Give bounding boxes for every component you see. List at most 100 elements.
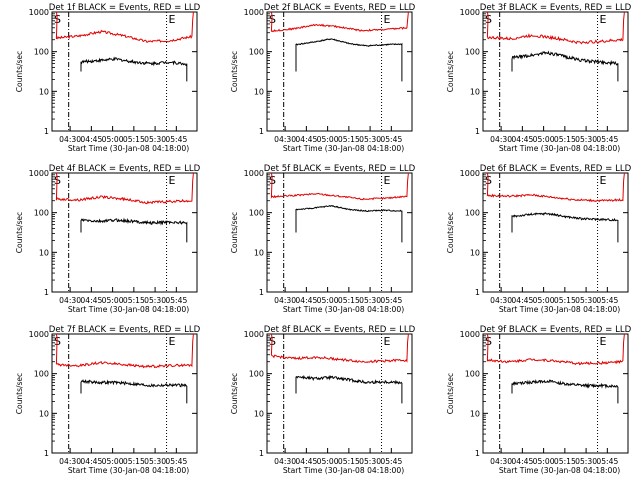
x-tick-label: 05:15 [338, 296, 360, 305]
y-tick-label: 1 [44, 127, 49, 136]
x-tick-label: 05:30 [359, 296, 381, 305]
x-axis-label: Start Time (30-Jan-08 04:18:00) [499, 144, 620, 153]
x-axis-label: Start Time (30-Jan-08 04:18:00) [68, 144, 189, 153]
end-marker-label: E [169, 174, 176, 187]
x-tick-label: 04:45 [511, 457, 533, 466]
end-marker-label: E [169, 13, 176, 26]
x-tick-label: 05:00 [533, 135, 555, 144]
x-tick-label: 05:45 [596, 135, 618, 144]
y-tick-label: 10 [470, 248, 480, 257]
lld-series-line [55, 172, 194, 205]
start-marker-label: S [485, 13, 492, 26]
x-tick-label: 04:30 [59, 135, 81, 144]
y-axis-label: Counts/sec [15, 51, 24, 92]
y-tick-label: 1 [44, 449, 49, 458]
x-tick-label: 05:00 [533, 296, 555, 305]
y-axis-label: Counts/sec [446, 373, 455, 414]
x-tick-label: 05:45 [380, 457, 402, 466]
start-marker-label: S [485, 335, 492, 348]
end-marker-label: E [600, 174, 607, 187]
start-marker-label: S [269, 335, 276, 348]
plot-frame [266, 333, 413, 454]
chart-panel-1: Det 1f BLACK = Events, RED = LLD 1 10 100 10… [15, 3, 201, 153]
lld-series-line [486, 172, 625, 203]
chart-title: Det 1f BLACK = Events, RED = LLD [49, 3, 201, 13]
y-tick-label: 100 [249, 48, 264, 57]
plot-frame [266, 172, 413, 293]
x-tick-label: 04:45 [295, 135, 317, 144]
start-marker-label: S [269, 174, 276, 187]
end-marker-label: E [384, 174, 391, 187]
x-tick-label: 04:45 [295, 296, 317, 305]
x-tick-label: 05:00 [102, 296, 124, 305]
start-marker-label: S [54, 174, 61, 187]
events-series-line [295, 38, 403, 82]
chart-panel-6: Det 6f BLACK = Events, RED = LLD 1 10 100 10… [446, 164, 632, 314]
chart-title: Det 8f BLACK = Events, RED = LLD [264, 325, 416, 335]
x-tick-label: 05:30 [359, 135, 381, 144]
start-marker-label: S [269, 13, 276, 26]
x-tick-label: 04:45 [80, 457, 102, 466]
x-tick-label: 05:30 [144, 457, 166, 466]
chart-panel-7: Det 7f BLACK = Events, RED = LLD 1 10 100 10… [15, 325, 201, 475]
x-tick-label: 05:30 [575, 135, 597, 144]
y-tick-label: 10 [470, 87, 480, 96]
y-axis-label: Counts/sec [15, 373, 24, 414]
lld-series-line [270, 333, 409, 364]
x-tick-label: 05:45 [165, 135, 187, 144]
x-axis-label: Start Time (30-Jan-08 04:18:00) [499, 305, 620, 314]
y-axis-label: Counts/sec [446, 51, 455, 92]
events-series-line [295, 374, 403, 404]
y-tick-label: 1 [475, 288, 480, 297]
chart-title: Det 6f BLACK = Events, RED = LLD [480, 164, 632, 174]
lld-series-line [270, 172, 409, 201]
y-tick-label: 1000 [29, 169, 49, 178]
x-tick-label: 04:45 [80, 296, 102, 305]
x-tick-label: 04:30 [59, 296, 81, 305]
x-tick-label: 05:30 [575, 296, 597, 305]
x-axis-label: Start Time (30-Jan-08 04:18:00) [283, 305, 404, 314]
x-tick-label: 04:30 [274, 457, 296, 466]
chart-panel-5: Det 5f BLACK = Events, RED = LLD 1 10 100 10… [230, 164, 416, 314]
end-marker-label: E [600, 335, 607, 348]
y-tick-label: 100 [34, 370, 49, 379]
end-marker-label: E [600, 13, 607, 26]
lld-series-line [55, 11, 194, 44]
chart-panel-2: Det 2f BLACK = Events, RED = LLD 1 10 100 10… [230, 3, 416, 153]
lld-series-line [55, 333, 194, 369]
chart-title: Det 5f BLACK = Events, RED = LLD [264, 164, 416, 174]
x-tick-label: 05:00 [102, 457, 124, 466]
chart-panel-3: Det 3f BLACK = Events, RED = LLD 1 10 100 10… [446, 3, 632, 153]
x-tick-label: 05:15 [554, 296, 576, 305]
x-tick-label: 04:45 [511, 296, 533, 305]
y-tick-label: 1 [259, 288, 264, 297]
x-tick-label: 04:30 [274, 135, 296, 144]
x-tick-label: 05:30 [575, 457, 597, 466]
events-series-line [80, 56, 188, 82]
x-tick-label: 05:00 [533, 457, 555, 466]
y-tick-label: 1000 [244, 330, 264, 339]
y-tick-label: 1 [259, 127, 264, 136]
x-axis-label: Start Time (30-Jan-08 04:18:00) [499, 466, 620, 475]
y-tick-label: 1 [475, 449, 480, 458]
x-tick-label: 05:45 [596, 457, 618, 466]
x-tick-label: 04:30 [59, 457, 81, 466]
y-tick-label: 10 [39, 87, 49, 96]
x-tick-label: 05:30 [144, 296, 166, 305]
y-tick-label: 1 [259, 449, 264, 458]
x-tick-label: 04:30 [490, 296, 512, 305]
chart-title: Det 9f BLACK = Events, RED = LLD [480, 325, 632, 335]
end-marker-label: E [384, 335, 391, 348]
lld-series-line [270, 11, 409, 33]
chart-title: Det 3f BLACK = Events, RED = LLD [480, 3, 632, 13]
y-axis-label: Counts/sec [230, 51, 239, 92]
plot-frame [482, 11, 629, 132]
y-tick-label: 10 [254, 248, 264, 257]
x-tick-label: 04:45 [80, 135, 102, 144]
events-series-line [80, 217, 188, 243]
y-tick-label: 10 [470, 409, 480, 418]
x-axis-label: Start Time (30-Jan-08 04:18:00) [283, 466, 404, 475]
chart-panel-9: Det 9f BLACK = Events, RED = LLD 1 10 100 10… [446, 325, 632, 475]
